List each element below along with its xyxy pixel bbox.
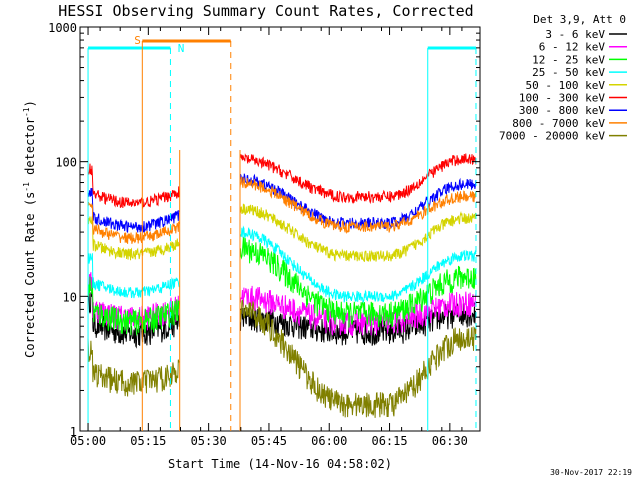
y-axis-label-main: Corrected Count Rate (s [23, 192, 37, 358]
x-tick-label: 06:00 [311, 434, 347, 448]
series-line-3-b [239, 236, 477, 328]
series-line-5-a [87, 215, 180, 261]
x-tick-label: 06:30 [432, 434, 468, 448]
series-line-6-b [239, 153, 477, 205]
series-line-8-a [87, 201, 180, 244]
series-line-5-b [239, 203, 477, 263]
legend-label-5: 50 - 100 keV [526, 79, 606, 92]
series-line-9-b [239, 299, 477, 418]
legend-label-3: 12 - 25 keV [532, 53, 605, 66]
night-label: N [178, 42, 185, 55]
legend-label-1: 3 - 6 keV [545, 28, 605, 41]
ticks-group: 05:00 05:15 05:30 05:45 06:00 06:15 06:30 1 10 10… [48, 21, 480, 448]
legend-header: Det 3,9, Att 0 [533, 13, 626, 26]
legend-label-2: 6 - 12 keV [539, 41, 606, 54]
series-line-6-a [87, 163, 180, 209]
plot-frame [79, 26, 481, 432]
x-tick-label: 05:15 [130, 434, 166, 448]
series-line-4-a [87, 253, 180, 299]
legend-label-8: 800 - 7000 keV [512, 117, 605, 130]
y-axis-label-sup2: -1 [22, 107, 31, 117]
x-tick-label: 05:00 [70, 434, 106, 448]
flags-group: NS [87, 34, 477, 431]
y-axis-label-sup1: -1 [22, 182, 31, 192]
series-line-4-b [239, 225, 477, 304]
legend-label-9: 7000 - 20000 keV [499, 130, 605, 143]
x-tick-label: 06:15 [371, 434, 407, 448]
saa-label: S [134, 34, 141, 47]
legend-label-6: 100 - 300 keV [519, 92, 605, 105]
x-tick-label: 05:45 [251, 434, 287, 448]
legend-label-7: 300 - 800 keV [519, 104, 605, 117]
y-tick-label: 10 [63, 290, 77, 304]
series-line-7-a [87, 187, 180, 233]
y-axis-label-end: ) [23, 100, 37, 107]
x-tick-label: 05:30 [191, 434, 227, 448]
y-axis-label-mid: detector [23, 117, 37, 182]
y-axis-label: Corrected Count Rate (s-1 detector-1) [22, 100, 37, 358]
y-tick-label: 1000 [48, 21, 77, 35]
series-line-9-a [87, 338, 180, 397]
y-tick-label: 1 [70, 425, 77, 439]
legend-label-4: 25 - 50 keV [532, 66, 605, 79]
x-axis-label: Start Time (14-Nov-16 04:58:02) [168, 457, 392, 471]
chart-title: HESSI Observing Summary Count Rates, Cor… [58, 2, 473, 20]
series-line-3-a [87, 276, 180, 336]
timestamp: 30-Nov-2017 22:19 [550, 468, 632, 477]
series-line-2-b [239, 285, 477, 337]
series-group [87, 153, 477, 418]
y-tick-label: 100 [55, 156, 77, 170]
series-line-8-b [239, 176, 477, 234]
